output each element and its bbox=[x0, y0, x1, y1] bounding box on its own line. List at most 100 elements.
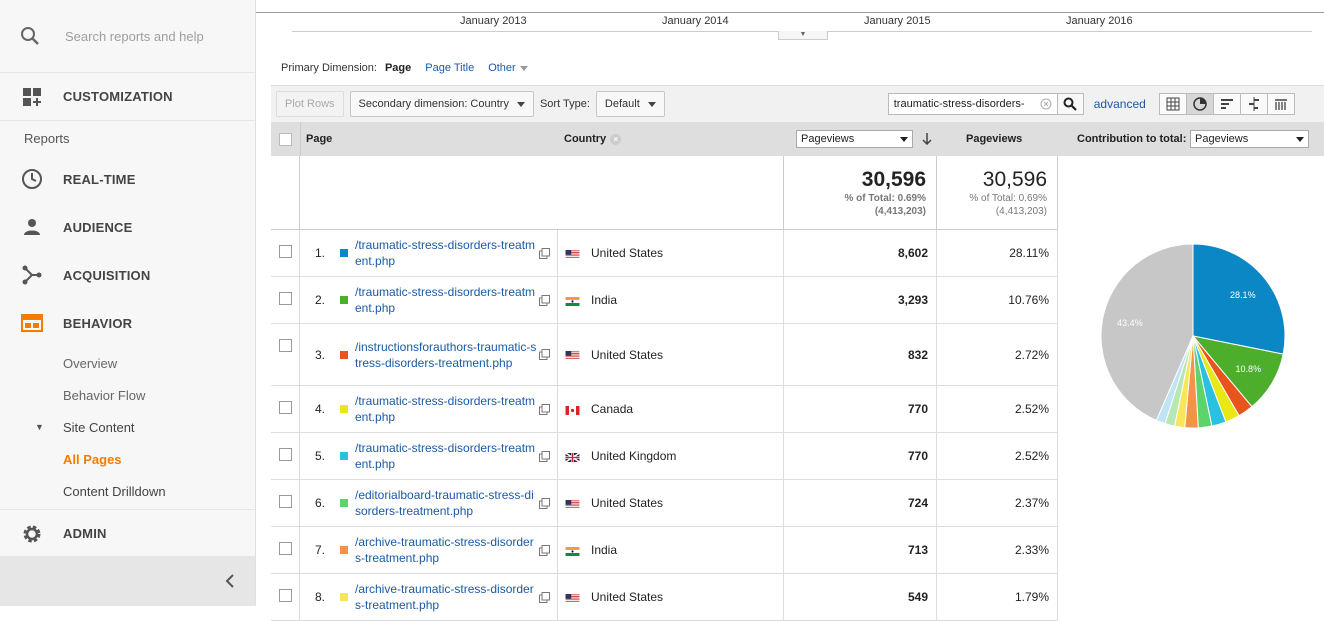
row-checkbox[interactable] bbox=[278, 542, 292, 555]
sort-type-value: Default bbox=[604, 98, 640, 110]
row-checkbox[interactable] bbox=[278, 448, 292, 461]
page-link[interactable]: /traumatic-stress-disorders-treatment.ph… bbox=[355, 238, 536, 268]
search-icon bbox=[21, 27, 39, 45]
pivot-view-button[interactable] bbox=[1266, 93, 1295, 115]
behavior-icon bbox=[20, 311, 44, 335]
sidebar-item-admin[interactable]: ADMIN bbox=[0, 509, 255, 557]
row-checkbox[interactable] bbox=[278, 339, 292, 352]
metric-select-value: Pageviews bbox=[801, 133, 855, 145]
dimension-other-label: Other bbox=[488, 62, 516, 74]
pageviews-percent: 2.37% bbox=[937, 480, 1058, 526]
sidebar-item-content-drilldown[interactable]: Content Drilldown bbox=[63, 483, 166, 499]
pie-slice[interactable] bbox=[1192, 243, 1286, 355]
contribution-select[interactable]: Pageviews bbox=[1190, 122, 1309, 156]
divider bbox=[256, 12, 1324, 13]
table-row: 1. /traumatic-stress-disorders-treatment.… bbox=[271, 230, 1058, 277]
open-external-icon[interactable] bbox=[539, 527, 557, 573]
column-header-page[interactable]: Page bbox=[306, 133, 333, 145]
plot-rows-button[interactable]: Plot Rows bbox=[276, 91, 344, 117]
pie-slice[interactable] bbox=[1100, 243, 1194, 422]
performance-view-button[interactable] bbox=[1212, 93, 1241, 115]
sidebar-item-overview[interactable]: Overview bbox=[63, 355, 118, 371]
flag-us-icon bbox=[565, 248, 582, 259]
row-checkbox-cell[interactable] bbox=[271, 527, 300, 573]
select-all-checkbox[interactable] bbox=[279, 132, 292, 146]
country-cell: Canada bbox=[557, 386, 783, 432]
collapse-sidebar-button[interactable] bbox=[0, 556, 255, 606]
remove-dimension-icon[interactable]: × bbox=[610, 133, 622, 145]
open-external-icon[interactable] bbox=[539, 277, 557, 323]
row-number: 5. bbox=[315, 449, 326, 463]
pageviews-percent: 2.52% bbox=[937, 386, 1058, 432]
row-checkbox[interactable] bbox=[278, 292, 292, 305]
pie-icon bbox=[1193, 97, 1207, 111]
sidebar-item-all-pages[interactable]: All Pages bbox=[63, 451, 122, 467]
table-search-value: traumatic-stress-disorders- bbox=[893, 98, 1025, 110]
row-checkbox-cell[interactable] bbox=[271, 574, 300, 620]
page-link[interactable]: /archive-traumatic-stress-disorders-trea… bbox=[355, 535, 534, 565]
row-checkbox-cell[interactable] bbox=[271, 324, 300, 385]
clear-icon[interactable] bbox=[1040, 98, 1052, 110]
row-checkbox[interactable] bbox=[278, 589, 292, 602]
page-link[interactable]: /traumatic-stress-disorders-treatment.ph… bbox=[355, 394, 536, 424]
country-cell: United States bbox=[557, 480, 783, 526]
sort-type-select[interactable]: Default bbox=[595, 91, 665, 117]
data-table-view-button[interactable] bbox=[1158, 93, 1187, 115]
open-external-icon[interactable] bbox=[539, 433, 557, 479]
dimension-page-title-link[interactable]: Page Title bbox=[425, 62, 475, 74]
row-checkbox[interactable] bbox=[278, 401, 292, 414]
primary-dimension-label: Primary Dimension: bbox=[281, 62, 377, 74]
row-checkbox[interactable] bbox=[278, 495, 292, 508]
sidebar-item-realtime[interactable]: REAL-TIME bbox=[0, 155, 255, 203]
column-header-country[interactable]: Country × bbox=[564, 122, 622, 156]
country-name: United Kingdom bbox=[591, 449, 677, 463]
sort-arrow-icon[interactable] bbox=[922, 122, 932, 156]
row-checkbox-cell[interactable] bbox=[271, 230, 300, 276]
row-checkbox-cell[interactable] bbox=[271, 480, 300, 526]
primary-dimension-current: Page bbox=[384, 62, 412, 74]
secondary-dimension-select[interactable]: Secondary dimension: Country bbox=[349, 91, 534, 117]
page-link[interactable]: /traumatic-stress-disorders-treatment.ph… bbox=[355, 441, 536, 471]
percentage-view-button[interactable] bbox=[1185, 93, 1214, 115]
comparison-view-button[interactable] bbox=[1239, 93, 1268, 115]
country-cell: India bbox=[557, 277, 783, 323]
metric-select[interactable]: Pageviews bbox=[796, 122, 913, 156]
sidebar-item-customization[interactable]: CUSTOMIZATION bbox=[0, 73, 255, 121]
open-external-icon[interactable] bbox=[539, 386, 557, 432]
sidebar-item-behavior-flow[interactable]: Behavior Flow bbox=[63, 387, 146, 403]
column-header-pageviews[interactable]: Pageviews bbox=[966, 133, 1023, 145]
search-button[interactable] bbox=[1056, 93, 1084, 115]
page-link[interactable]: /archive-traumatic-stress-disorders-trea… bbox=[355, 582, 534, 612]
row-color-swatch bbox=[340, 574, 350, 620]
row-checkbox-cell[interactable] bbox=[271, 433, 300, 479]
open-external-icon[interactable] bbox=[539, 480, 557, 526]
page-link[interactable]: /traumatic-stress-disorders-treatment.ph… bbox=[355, 285, 536, 315]
open-external-icon[interactable] bbox=[539, 574, 557, 620]
open-external-icon[interactable] bbox=[539, 324, 557, 385]
pageviews-value: 832 bbox=[783, 324, 937, 385]
row-checkbox-cell[interactable] bbox=[271, 386, 300, 432]
pageviews-value: 770 bbox=[783, 433, 937, 479]
page-link[interactable]: /editorialboard-traumatic-stress-disorde… bbox=[355, 488, 534, 518]
open-external-icon[interactable] bbox=[539, 230, 557, 276]
select-all-cell[interactable] bbox=[279, 122, 292, 156]
pageviews-value: 3,293 bbox=[783, 277, 937, 323]
row-checkbox-cell[interactable] bbox=[271, 277, 300, 323]
advanced-filter-link[interactable]: advanced bbox=[1093, 97, 1146, 111]
row-checkbox[interactable] bbox=[278, 245, 292, 258]
sidebar-item-audience[interactable]: AUDIENCE bbox=[0, 203, 255, 251]
timeline-expand-toggle[interactable]: ▼ bbox=[778, 31, 828, 40]
sidebar-item-site-content[interactable]: ▼ Site Content bbox=[0, 411, 255, 443]
acquisition-icon bbox=[20, 263, 44, 287]
table-row: 2. /traumatic-stress-disorders-treatment.… bbox=[271, 277, 1058, 324]
dimension-other-link[interactable]: Other bbox=[488, 62, 528, 74]
sidebar-search[interactable]: Search reports and help bbox=[0, 0, 255, 73]
page-link[interactable]: /instructionsforauthors-traumatic-stress… bbox=[355, 339, 537, 370]
sidebar-item-behavior[interactable]: BEHAVIOR bbox=[0, 299, 255, 347]
sidebar-item-label: BEHAVIOR bbox=[63, 315, 133, 331]
caret-down-icon: ▼ bbox=[35, 422, 44, 432]
sidebar-item-acquisition[interactable]: ACQUISITION bbox=[0, 251, 255, 299]
table-search-input[interactable]: traumatic-stress-disorders- bbox=[887, 93, 1058, 115]
timeline-label: January 2016 bbox=[1066, 15, 1133, 27]
bars-icon bbox=[1220, 99, 1233, 109]
